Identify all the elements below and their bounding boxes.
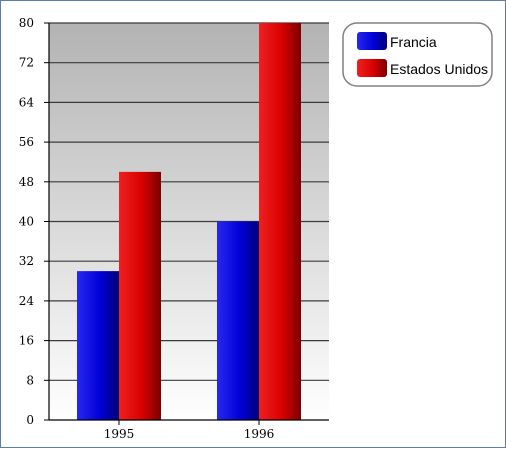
y-tick-label: 64 [19,95,35,109]
axes: 0 8 16 24 32 40 48 56 64 72 80 1995 1996 [19,16,329,441]
bars [77,23,301,420]
y-tick-label: 32 [19,254,34,268]
bar-francia-1995 [77,271,119,420]
legend: Francia Estados Unidos [342,22,493,87]
x-tick-label-1995: 1995 [104,427,135,441]
y-tick-label: 0 [26,413,34,427]
y-tick-label: 80 [19,16,34,30]
y-tick-label: 48 [19,175,34,189]
legend-label-francia: Francia [390,34,437,50]
x-tick-label-1996: 1996 [244,427,275,441]
legend-swatch-francia [357,32,387,50]
bar-francia-1996 [217,221,259,420]
y-tick-label: 24 [19,294,35,308]
bar-estados-unidos-1995 [119,171,161,420]
y-tick-label: 56 [19,135,34,149]
y-tick-label: 72 [19,56,34,70]
bar-estados-unidos-1996 [259,23,301,420]
legend-label-estados-unidos: Estados Unidos [390,61,488,77]
legend-swatch-estados-unidos [357,59,387,77]
y-tick-label: 16 [19,334,34,348]
y-tick-label: 40 [19,215,34,229]
y-tick-label: 8 [26,373,34,387]
